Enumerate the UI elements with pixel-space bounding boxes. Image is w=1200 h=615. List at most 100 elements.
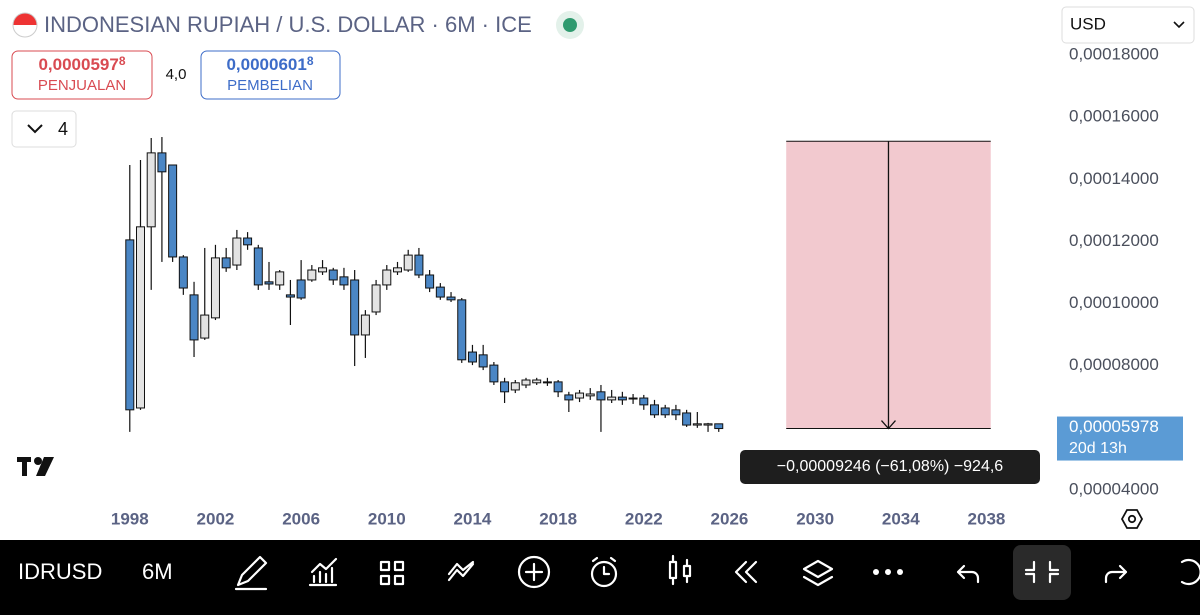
candle-body [178, 256, 188, 289]
candle-body [671, 409, 681, 416]
alert-tool[interactable] [590, 560, 618, 588]
candle-body [232, 237, 242, 266]
draw-tool[interactable] [234, 555, 268, 591]
candle-body [703, 423, 713, 426]
candle-body [628, 397, 638, 400]
candle-body [596, 391, 606, 401]
candle-body [682, 412, 692, 426]
candle-body [414, 254, 424, 276]
y-tick-label: 0,00004000 [1069, 479, 1159, 498]
x-tick-label: 2022 [625, 509, 663, 528]
candle-body [639, 397, 649, 406]
candle-body [275, 271, 285, 286]
buy-price-main: 0,0000601 [226, 55, 306, 74]
candle-body [607, 396, 617, 401]
candle-body [500, 381, 510, 393]
candle-body [136, 226, 145, 409]
candle-body [146, 152, 156, 228]
candle-body [425, 274, 435, 289]
market-status-dot [563, 18, 577, 32]
chart-title: INDONESIAN RUPIAH / U.S. DOLLAR · 6M · I… [44, 12, 532, 37]
fullscreen-exit[interactable] [1013, 545, 1071, 600]
x-tick-label: 2010 [368, 509, 406, 528]
x-tick-label: 2034 [882, 509, 920, 528]
candle-body [125, 239, 135, 411]
candle-body [296, 279, 306, 299]
candle-body [403, 254, 413, 271]
sell-label: PENJUALAN [38, 77, 126, 94]
candle-body [285, 294, 295, 298]
measure-arrowhead [880, 420, 896, 430]
more-tool[interactable] [873, 569, 903, 575]
candle-body [564, 394, 574, 401]
candle-body [189, 294, 199, 341]
last-price-box [1057, 416, 1183, 461]
x-tick-label: 2038 [968, 509, 1006, 528]
redo[interactable] [1104, 564, 1128, 584]
buy-button[interactable] [200, 50, 341, 100]
chevron [27, 124, 43, 134]
candle-body [585, 393, 595, 397]
toolbar-symbol[interactable]: IDRUSD [18, 559, 102, 584]
x-tick-label: 2018 [539, 509, 577, 528]
flag-icon [12, 12, 38, 38]
overflow-icon[interactable] [1180, 558, 1200, 586]
candle-body [467, 351, 477, 363]
indicators-toggle[interactable] [11, 110, 77, 148]
buy-label: PEMBELIAN [227, 77, 313, 94]
candle-body [575, 392, 585, 399]
candle-body [318, 267, 328, 273]
indicators-tool[interactable] [308, 557, 338, 587]
y-tick-label: 0,00012000 [1069, 231, 1159, 250]
candle-body [532, 379, 542, 384]
replay-tool[interactable] [734, 560, 758, 584]
chart-type-tool[interactable] [668, 554, 692, 586]
tv-logo [17, 457, 54, 476]
toolbar-interval[interactable]: 6M [142, 559, 173, 584]
candle-body [521, 379, 531, 386]
x-tick-label: 2014 [454, 509, 492, 528]
candle-body [328, 269, 338, 281]
candle-body [339, 276, 349, 286]
layers-tool[interactable] [802, 559, 834, 587]
sell-price-main: 0,0000597 [38, 55, 118, 74]
candle-body [692, 423, 702, 426]
candle-body [542, 381, 552, 384]
candle-body [660, 407, 670, 416]
indicator-count: 4 [58, 119, 68, 139]
x-tick-label: 2026 [711, 509, 749, 528]
measure-label: −0,00009246 (−61,08%) −924,6 [777, 458, 1004, 475]
candle-body [489, 364, 499, 383]
measure-tooltip [740, 450, 1040, 484]
candle-body [307, 269, 317, 281]
buy-price: 0,00006018 [226, 54, 313, 74]
layout-tool[interactable] [379, 560, 405, 586]
candle-body [253, 247, 263, 286]
y-tick-label: 0,00018000 [1069, 44, 1159, 63]
candle-body [457, 299, 467, 361]
settings-icon[interactable] [1120, 509, 1144, 529]
add-tool[interactable] [517, 555, 551, 589]
y-tick-label: 0,00016000 [1069, 107, 1159, 126]
compare-tool[interactable] [447, 560, 475, 582]
y-tick-label: 0,00008000 [1069, 355, 1159, 374]
y-tick-label: 0,00014000 [1069, 169, 1159, 188]
candle-body [714, 423, 724, 430]
toolbar [0, 540, 1200, 615]
candle-body [168, 164, 178, 258]
countdown: 20d 13h [1069, 440, 1127, 457]
currency-select[interactable] [1061, 6, 1195, 44]
candle-body [264, 281, 274, 285]
candle-body [446, 296, 456, 301]
sell-button[interactable] [11, 50, 153, 100]
candle-body [435, 286, 445, 298]
candle-body [210, 257, 220, 319]
candle-body [360, 314, 370, 336]
candle-body [478, 354, 488, 368]
undo[interactable] [956, 564, 980, 584]
candle-body [157, 152, 167, 173]
buy-price-digit: 8 [307, 54, 314, 68]
last-price: 0,00005978 [1069, 417, 1159, 436]
